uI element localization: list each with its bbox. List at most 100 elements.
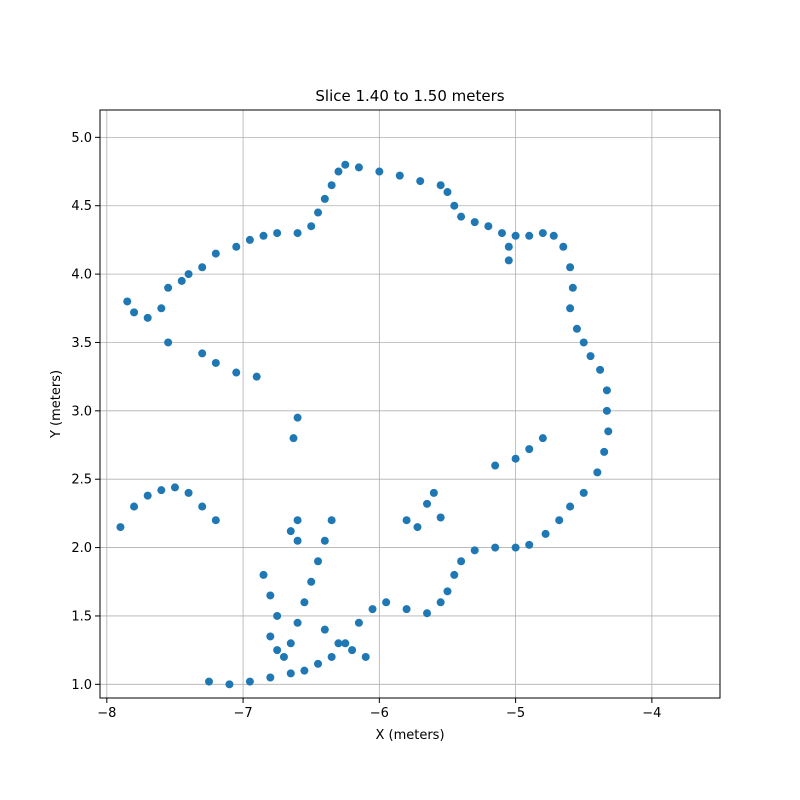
scatter-point (286, 639, 295, 648)
scatter-point (504, 256, 513, 265)
x-tick-label: −6 (370, 706, 389, 721)
scatter-point (300, 598, 309, 607)
y-tick-label: 1.0 (71, 678, 92, 693)
scatter-point (184, 270, 193, 279)
y-axis-label: Y (meters) (49, 370, 64, 439)
scatter-point (572, 324, 581, 333)
x-tick-label: −7 (233, 706, 252, 721)
scatter-point (273, 229, 282, 238)
scatter-point (164, 338, 173, 347)
scatter-point (566, 304, 575, 313)
scatter-point (273, 646, 282, 655)
chart-title: Slice 1.40 to 1.50 meters (315, 87, 504, 105)
scatter-point (602, 386, 611, 395)
scatter-point (484, 222, 493, 231)
scatter-point (143, 491, 152, 500)
y-tick-label: 4.0 (71, 268, 92, 283)
plot-area (100, 110, 720, 698)
scatter-point (143, 313, 152, 322)
scatter-point (157, 486, 166, 495)
scatter-point (279, 652, 288, 661)
scatter-point (382, 598, 391, 607)
scatter-point (354, 163, 363, 172)
scatter-point (157, 304, 166, 313)
scatter-point (457, 212, 466, 221)
y-tick-label: 4.5 (71, 199, 92, 214)
y-tick-label: 1.5 (71, 609, 92, 624)
scatter-point (211, 516, 220, 525)
scatter-point (497, 229, 506, 238)
y-tick-label: 5.0 (71, 131, 92, 146)
scatter-point (491, 543, 500, 552)
scatter-point (525, 445, 534, 454)
scatter-point (130, 502, 139, 511)
scatter-point (205, 677, 214, 686)
scatter-point (549, 231, 558, 240)
x-axis-label: X (meters) (375, 728, 444, 743)
grid-lines (100, 110, 720, 698)
scatter-point (579, 338, 588, 347)
scatter-point (273, 611, 282, 620)
scatter-point (259, 231, 268, 240)
scatter-point (402, 516, 411, 525)
scatter-point (170, 483, 179, 492)
scatter-point (525, 231, 534, 240)
scatter-point (504, 242, 513, 251)
scatter-point (566, 263, 575, 272)
scatter-point (511, 543, 520, 552)
scatter-point (314, 659, 323, 668)
scatter-point (252, 372, 261, 381)
x-tick-label: −8 (97, 706, 116, 721)
scatter-point (354, 618, 363, 627)
scatter-point (293, 516, 302, 525)
scatter-point (429, 488, 438, 497)
scatter-point (555, 516, 564, 525)
scatter-point (423, 499, 432, 508)
scatter-point (327, 652, 336, 661)
scatter-point (116, 523, 125, 532)
scatter-point (245, 235, 254, 244)
scatter-point (413, 523, 422, 532)
axis-ticks: −8 −7 −6 −5 −4 1.0 1.5 2.0 2.5 3.0 3.5 4.0 4.5 5.0 (71, 131, 661, 721)
scatter-point (334, 639, 343, 648)
scatter-point (436, 181, 445, 190)
scatter-point (443, 587, 452, 596)
scatter-point (232, 242, 241, 251)
scatter-point (164, 283, 173, 292)
scatter-point (368, 605, 377, 614)
scatter-point (586, 352, 595, 361)
scatter-point (198, 263, 207, 272)
scatter-point (293, 536, 302, 545)
scatter-point (525, 540, 534, 549)
scatter-point (300, 666, 309, 675)
scatter-point (491, 461, 500, 470)
scatter-point (211, 249, 220, 258)
scatter-point (470, 546, 479, 555)
scatter-point (293, 618, 302, 627)
y-tick-label: 3.5 (71, 336, 92, 351)
scatter-point (341, 639, 350, 648)
x-tick-label: −4 (642, 706, 661, 721)
scatter-point (289, 434, 298, 443)
scatter-point (436, 598, 445, 607)
scatter-point (123, 297, 132, 306)
scatter-point (450, 201, 459, 210)
scatter-point (423, 609, 432, 618)
scatter-point (604, 427, 613, 436)
scatter-point (579, 488, 588, 497)
y-tick-label: 2.0 (71, 541, 92, 556)
scatter-point (436, 513, 445, 522)
scatter-point (402, 605, 411, 614)
scatter-point (327, 516, 336, 525)
scatter-point (341, 160, 350, 169)
scatter-point (443, 188, 452, 197)
scatter-point (327, 181, 336, 190)
scatter-point (538, 229, 547, 238)
scatter-point (177, 276, 186, 285)
scatter-point (559, 242, 568, 251)
scatter-point (320, 194, 329, 203)
scatter-point (307, 577, 316, 586)
y-tick-label: 3.0 (71, 404, 92, 419)
scatter-point (307, 222, 316, 231)
